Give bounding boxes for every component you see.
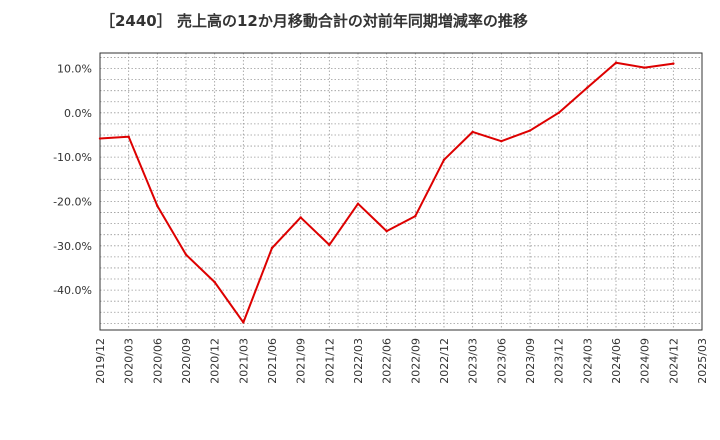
plot-border [99,52,703,331]
x-tick-label: 2022/03 [352,338,365,384]
data-point [471,130,474,134]
data-point [500,139,503,143]
data-point [586,86,589,89]
x-tick-label: 2021/12 [323,338,336,384]
x-tick-label: 2020/09 [180,338,193,384]
data-point [614,61,618,64]
data-point [672,62,675,65]
x-tick-label: 2022/09 [409,338,422,384]
data-point [213,280,216,284]
x-tick-label: 2020/06 [151,338,164,384]
data-point [184,253,188,256]
y-tick-label: 0.0% [64,107,92,120]
x-tick-label: 2019/12 [94,338,107,384]
x-tick-label: 2024/03 [581,338,594,384]
data-point [356,202,360,205]
y-tick-label: -20.0% [53,195,92,208]
data-point [643,66,646,69]
x-tick-label: 2024/06 [610,338,623,384]
x-tick-label: 2020/12 [209,338,222,384]
data-point [385,229,388,233]
x-tick-label: 2021/06 [266,338,279,384]
data-point [98,137,102,140]
data-point [156,204,159,208]
data-point [557,111,560,115]
x-tick-label: 2023/06 [495,338,508,384]
x-tick-label: 2023/09 [524,338,537,384]
data-point [299,216,302,219]
data-point [270,246,274,250]
x-tick-label: 2025/03 [696,338,709,384]
x-tick-label: 2020/03 [123,338,136,384]
x-tick-label: 2023/12 [553,338,566,384]
x-tick-label: 2024/09 [639,338,652,384]
y-tick-label: -40.0% [53,284,92,297]
x-tick-label: 2021/03 [237,338,250,384]
x-tick-label: 2022/12 [438,338,451,384]
data-point [328,243,331,247]
x-tick-label: 2022/06 [381,338,394,384]
data-point [414,214,417,218]
data-point [442,158,446,162]
y-tick-label: -30.0% [53,240,92,253]
data-point [242,321,245,324]
y-tick-label: 10.0% [57,63,92,76]
chart-title: ［2440］ 売上高の12か月移動合計の対前年同期増減率の推移 [100,12,528,30]
plot-area [100,53,702,330]
data-point [127,135,130,138]
x-tick-label: 2024/12 [667,338,680,384]
x-tick-label: 2023/03 [467,338,480,384]
y-tick-label: -10.0% [53,151,92,164]
x-tick-label: 2021/09 [295,338,308,384]
data-point [528,129,532,132]
